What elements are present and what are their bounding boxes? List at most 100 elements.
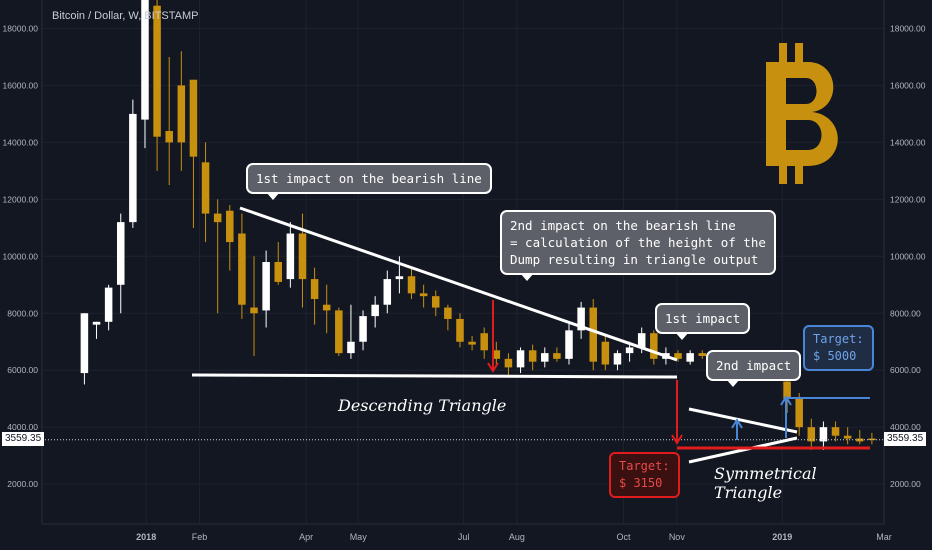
candle-body xyxy=(553,353,561,359)
time-tick-label: Apr xyxy=(299,532,313,542)
price-tick-label-right: 16000.00 xyxy=(890,80,926,90)
candle-body xyxy=(795,398,803,428)
bitcoin-logo-icon xyxy=(766,43,838,184)
breakout-arrow-head xyxy=(731,418,743,429)
candlestick-series xyxy=(80,0,876,450)
candle-body xyxy=(250,307,258,314)
price-tick-label-left: 14000.00 xyxy=(3,137,39,147)
price-axis-right[interactable]: 2000.00 4000.00 6000.00 8000.00 10000.00 1200… xyxy=(890,23,926,489)
candle-body xyxy=(431,296,440,308)
symmetrical-triangle-lower-line xyxy=(688,436,798,464)
candle-body xyxy=(577,307,585,331)
candle-body xyxy=(698,353,707,356)
target-down-box: Target: $ 3150 xyxy=(609,452,680,498)
trend-drawings xyxy=(42,206,884,464)
current-price-tag-right: 3559.35 xyxy=(884,432,927,446)
target-up-arrow-head xyxy=(780,395,792,406)
bearish-resistance-line xyxy=(239,206,678,362)
target-up-arrow xyxy=(780,395,792,438)
candle-body xyxy=(165,131,173,143)
time-tick-label: Nov xyxy=(669,532,686,542)
candle-body xyxy=(601,341,610,365)
price-tick-label-left: 18000.00 xyxy=(3,23,39,33)
candle-body xyxy=(383,279,392,305)
time-tick-label: 2018 xyxy=(136,532,156,542)
price-tick-label-left: 2000.00 xyxy=(7,479,38,489)
candle-body xyxy=(843,435,852,439)
price-tick-label-right: 12000.00 xyxy=(890,194,926,204)
candle-body xyxy=(262,262,270,311)
symmetrical-triangle-label: Symmetrical Triangle xyxy=(714,464,817,502)
candle-body xyxy=(104,287,113,322)
candle-body xyxy=(613,353,622,365)
candle-body xyxy=(856,438,864,442)
candle-body xyxy=(335,310,343,354)
callout-first-impact: 1st impact xyxy=(655,303,751,340)
target-up-box: Target: $ 5000 xyxy=(803,325,874,371)
time-tick-label: 2019 xyxy=(772,532,792,542)
time-tick-label: Feb xyxy=(192,532,208,542)
candle-body xyxy=(238,233,246,305)
candle-body xyxy=(637,333,646,348)
candle-body xyxy=(686,353,694,362)
candle-body xyxy=(395,276,404,280)
candle-body xyxy=(371,304,379,317)
price-tick-label-left: 4000.00 xyxy=(7,422,38,432)
candle-body xyxy=(80,313,89,374)
symmetrical-triangle-upper-line xyxy=(688,407,798,434)
candle-body xyxy=(298,233,307,280)
price-tick-label-right: 10000.00 xyxy=(890,251,926,261)
descending-triangle-support-line xyxy=(191,373,678,379)
price-tick-label-right: 2000.00 xyxy=(890,479,921,489)
candle-body xyxy=(226,210,234,243)
candle-body xyxy=(444,307,452,319)
candle-body xyxy=(153,5,161,137)
candle-body xyxy=(310,279,319,300)
descending-triangle-label: Descending Triangle xyxy=(338,396,507,415)
callout-second-impact-bearish: 2nd impact on the bearish line = calcula… xyxy=(500,210,776,281)
price-tick-label-left: 8000.00 xyxy=(7,308,38,318)
candle-body xyxy=(480,333,488,351)
time-tick-label: Oct xyxy=(617,532,632,542)
symbol-title: Bitcoin / Dollar, W, BITSTAMP xyxy=(52,10,199,22)
price-tick-label-right: 8000.00 xyxy=(890,308,921,318)
candle-body xyxy=(516,350,525,368)
time-tick-label: Jul xyxy=(458,532,470,542)
time-axis[interactable]: 2018 Feb Apr May Jul Aug Oct Nov 2019 Mar xyxy=(136,532,892,542)
candle-body xyxy=(528,350,537,362)
candle-body xyxy=(565,330,573,359)
candle-body xyxy=(116,222,125,285)
time-tick-label: May xyxy=(350,532,368,542)
candle-body xyxy=(419,293,428,297)
candle-body xyxy=(189,79,198,157)
breakdown-arrow-head xyxy=(671,434,683,445)
candle-body xyxy=(274,262,283,282)
candle-body xyxy=(468,341,476,345)
candle-body xyxy=(674,353,682,359)
candle-body xyxy=(177,85,186,143)
callout-second-impact: 2nd impact xyxy=(706,350,802,387)
candle-body xyxy=(541,353,549,362)
current-price-tag-left: 3559.35 xyxy=(2,432,45,446)
candle-body xyxy=(213,213,222,223)
candle-body xyxy=(201,162,210,214)
candle-body xyxy=(359,316,367,342)
price-tick-label-right: 6000.00 xyxy=(890,365,921,375)
candle-body xyxy=(807,427,816,442)
price-tick-label-left: 10000.00 xyxy=(3,251,39,261)
height-measure-arrow-head xyxy=(487,362,499,373)
candle-body xyxy=(504,358,513,368)
candle-body xyxy=(868,438,876,441)
height-measure-arrow xyxy=(487,300,499,373)
candle-body xyxy=(831,427,840,436)
price-tick-label-right: 4000.00 xyxy=(890,422,921,432)
candle-body xyxy=(286,233,295,280)
candle-body xyxy=(347,341,355,354)
price-tick-label-left: 6000.00 xyxy=(7,365,38,375)
candle-body xyxy=(783,381,791,399)
candle-body xyxy=(92,321,101,325)
price-axis-left[interactable]: 2000.00 4000.00 6000.00 8000.00 10000.00 1200… xyxy=(3,23,39,489)
candle-body xyxy=(589,307,597,362)
price-tick-label-right: 18000.00 xyxy=(890,23,926,33)
breakout-arrow xyxy=(731,418,743,440)
